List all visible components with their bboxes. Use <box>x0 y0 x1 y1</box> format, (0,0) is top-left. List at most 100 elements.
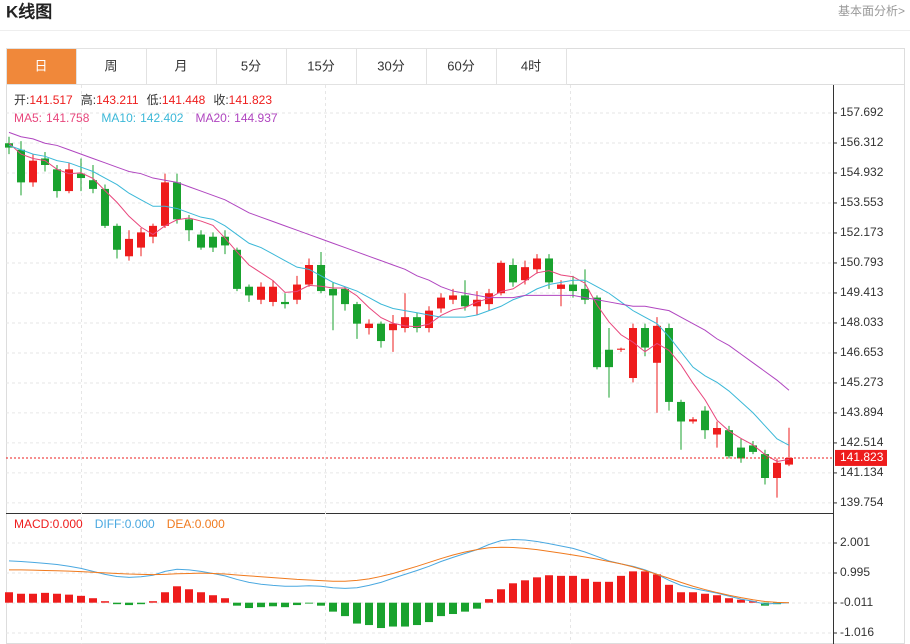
macd-bar <box>161 592 169 603</box>
legend-name: MA20: <box>195 111 230 125</box>
candle-body <box>569 284 577 292</box>
macd-bar <box>185 589 193 603</box>
candle-body <box>65 169 73 192</box>
ohlc-name: 开: <box>14 93 29 107</box>
tab-label[interactable]: 周 <box>104 58 117 73</box>
tab[interactable] <box>6 48 77 85</box>
macd-bar <box>89 598 97 603</box>
tab-label[interactable]: 15分 <box>307 58 334 73</box>
y-tick-label: 154.932 <box>840 165 884 179</box>
macd-bar <box>569 575 577 603</box>
macd-bar <box>401 602 409 627</box>
ohlc-name: 收: <box>213 93 228 107</box>
candle-body <box>581 288 589 300</box>
y-tick-label: 146.653 <box>840 345 884 359</box>
candle-body <box>101 188 109 226</box>
y-tick-label: 157.692 <box>840 105 884 119</box>
analysis-link[interactable]: 基本面分析> <box>838 4 905 18</box>
candle-body <box>353 304 361 324</box>
candle-body <box>257 286 265 300</box>
y-tick-label: 143.894 <box>840 405 884 419</box>
candle-body <box>29 160 37 183</box>
tab-label[interactable]: 4时 <box>521 58 541 73</box>
candle-body <box>761 454 769 479</box>
candle-body <box>437 297 445 309</box>
candle-body <box>53 169 61 192</box>
macd-bar <box>281 602 289 608</box>
candle-body <box>497 262 505 294</box>
macd-bar <box>641 571 649 603</box>
candle-body <box>677 401 685 422</box>
y-tick-label: 152.173 <box>840 225 884 239</box>
candle-body <box>641 328 649 348</box>
macd-bar <box>509 583 517 603</box>
candle-body <box>425 310 433 329</box>
candle-body <box>725 430 733 457</box>
macd-bar <box>269 602 277 607</box>
macd-bar <box>149 601 157 603</box>
macd-bar <box>125 602 133 606</box>
macd-bar <box>389 602 397 627</box>
y-tick-label: 142.514 <box>840 435 884 449</box>
candle-body <box>785 457 793 465</box>
macd-bar <box>245 602 253 609</box>
candle-body <box>413 317 421 329</box>
macd-bar <box>329 602 337 612</box>
candle-body <box>293 284 301 300</box>
macd-bar <box>653 574 661 603</box>
candle-body <box>317 264 325 292</box>
macd-bar <box>5 592 13 603</box>
macd-legend: MACD:0.000 DIFF:0.000 DEA:0.000 <box>14 517 225 531</box>
ohlc-name: 低: <box>147 93 162 107</box>
tab-label[interactable]: 5分 <box>241 58 261 73</box>
macd-bar <box>341 602 349 617</box>
candle-body <box>221 236 229 246</box>
macd-bar <box>353 602 361 624</box>
candle-body <box>365 323 373 329</box>
candle-body <box>305 264 313 285</box>
candle-body <box>533 258 541 270</box>
tab-label[interactable]: 日 <box>34 58 47 73</box>
candle-body <box>593 297 601 368</box>
y-tick-label: 139.754 <box>840 495 884 509</box>
macd-bar <box>473 602 481 609</box>
tab[interactable] <box>286 48 357 85</box>
candle-body <box>41 158 49 165</box>
candle-body <box>701 410 709 431</box>
macd-bar <box>233 602 241 606</box>
y-tick-label: -1.016 <box>840 625 874 639</box>
tab[interactable] <box>76 48 147 85</box>
candle-body <box>17 149 25 183</box>
candle-body <box>233 249 241 289</box>
tab-label[interactable]: 30分 <box>377 58 404 73</box>
macd-bar <box>545 575 553 603</box>
ohlc-value: 141.823 <box>229 93 273 107</box>
candle-body <box>713 428 721 435</box>
ma-line <box>8 142 790 463</box>
macd-bar <box>629 571 637 603</box>
macd-bar <box>257 602 265 608</box>
macd-bar <box>41 592 49 603</box>
macd-bar <box>485 599 493 603</box>
candle-body <box>737 447 745 459</box>
candle-body <box>125 238 133 257</box>
legend-name: MA10: <box>101 111 136 125</box>
tab[interactable] <box>496 48 567 85</box>
macd-bar <box>497 589 505 603</box>
candle-body <box>161 182 169 226</box>
legend-name: DEA: <box>167 517 195 531</box>
macd-bar <box>305 602 313 604</box>
ohlc-value: 143.211 <box>96 93 139 107</box>
macd-bar <box>701 593 709 603</box>
legend-value: 0.000 <box>195 517 225 531</box>
macd-bar <box>665 584 673 603</box>
macd-bar <box>605 581 613 603</box>
macd-bar <box>557 575 565 603</box>
y-tick-label: 0.995 <box>840 565 870 579</box>
legend-value: 144.937 <box>234 111 278 125</box>
tab-label[interactable]: 月 <box>174 58 187 73</box>
macd-bar <box>29 593 37 603</box>
macd-bar <box>413 602 421 626</box>
tab-label[interactable]: 60分 <box>447 58 474 73</box>
